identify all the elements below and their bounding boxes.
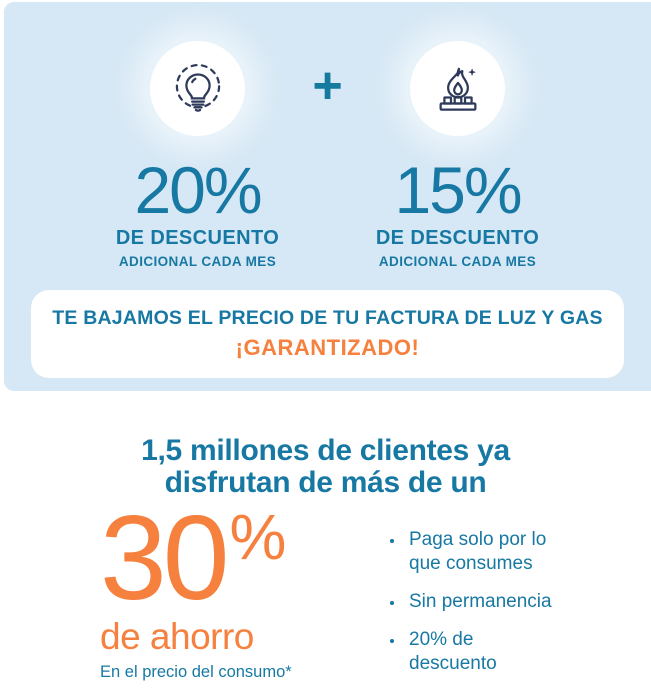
benefits-list: Paga solo por lo que consumes Sin perman… [385, 528, 560, 682]
gas-discount-percent: 15% [394, 153, 522, 227]
banner-guaranteed-text: ¡GARANTIZADO! [235, 334, 420, 360]
benefit-item: 20% de descuento [405, 628, 560, 676]
savings-heading: 1,5 millones de clientes ya disfrutan de… [0, 434, 651, 500]
savings-sublabel: En el precio del consumo* [100, 663, 292, 682]
electricity-discount-sublabel: ADICIONAL CADA MES [118, 253, 277, 269]
electricity-discount: 20% DE DESCUENTO ADICIONAL CADA MES [78, 153, 318, 269]
benefit-item: Sin permanencia [405, 590, 560, 614]
savings-heading-line2: disfrutan de más de un [164, 466, 487, 500]
promo-hero-section: + [4, 2, 651, 391]
banner-headline: TE BAJAMOS EL PRECIO DE TU FACTURA DE LU… [52, 306, 603, 329]
product-icons-row: + [4, 41, 651, 136]
electricity-icon-circle [150, 41, 245, 136]
lightbulb-icon [175, 63, 220, 112]
electricity-discount-percent: 20% [134, 153, 262, 227]
savings-heading-line1: 1,5 millones de clientes ya [141, 434, 510, 467]
savings-figure: 30 % de ahorro En el precio del consumo* [100, 491, 315, 682]
gas-discount: 15% DE DESCUENTO ADICIONAL CADA MES [338, 153, 578, 269]
savings-section: 1,5 millones de clientes ya disfrutan de… [0, 391, 651, 682]
savings-percent-sign: % [229, 501, 287, 574]
discounts-row: 20% DE DESCUENTO ADICIONAL CADA MES 15% … [4, 153, 651, 269]
promo-page: + [0, 2, 651, 682]
savings-percent: 30 % [100, 491, 315, 626]
gas-flame-icon [439, 67, 476, 111]
guarantee-banner: TE BAJAMOS EL PRECIO DE TU FACTURA DE LU… [31, 289, 624, 378]
gas-discount-sublabel: ADICIONAL CADA MES [378, 253, 537, 269]
savings-percent-number: 30 [100, 491, 229, 626]
electricity-discount-label: DE DESCUENTO [115, 226, 280, 249]
benefit-item: Paga solo por lo que consumes [405, 528, 560, 576]
gas-icon-circle [410, 41, 505, 136]
savings-label: de ahorro [100, 616, 254, 658]
gas-discount-label: DE DESCUENTO [375, 226, 540, 249]
